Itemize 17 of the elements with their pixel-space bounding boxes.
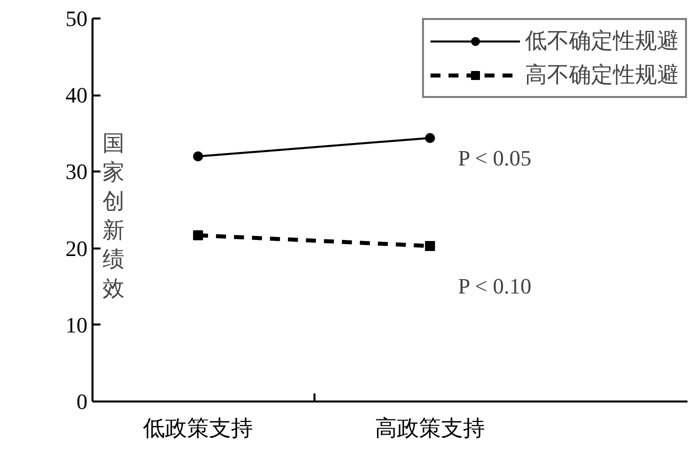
annotation: P < 0.05 xyxy=(458,145,532,170)
y-tick-label: 10 xyxy=(66,312,88,338)
x-tick-label: 低政策支持 xyxy=(143,416,254,440)
y-tick-label: 0 xyxy=(76,389,88,414)
point xyxy=(425,241,436,251)
y-tick-label: 40 xyxy=(66,82,88,108)
y-tick-label: 30 xyxy=(66,159,88,184)
legend-label: 低不确定性规避 xyxy=(525,27,679,55)
y-tick-label: 20 xyxy=(66,236,88,261)
x-tick-label: 高政策支持 xyxy=(375,416,486,440)
point xyxy=(193,151,204,162)
y-tick-label: 50 xyxy=(66,6,88,31)
point xyxy=(425,133,436,143)
annotation: P < 0.10 xyxy=(458,274,532,298)
legend-label: 高不确定性规避 xyxy=(525,61,679,89)
point xyxy=(193,230,204,240)
y-axis-title: 国家创新绩效 xyxy=(102,130,124,300)
